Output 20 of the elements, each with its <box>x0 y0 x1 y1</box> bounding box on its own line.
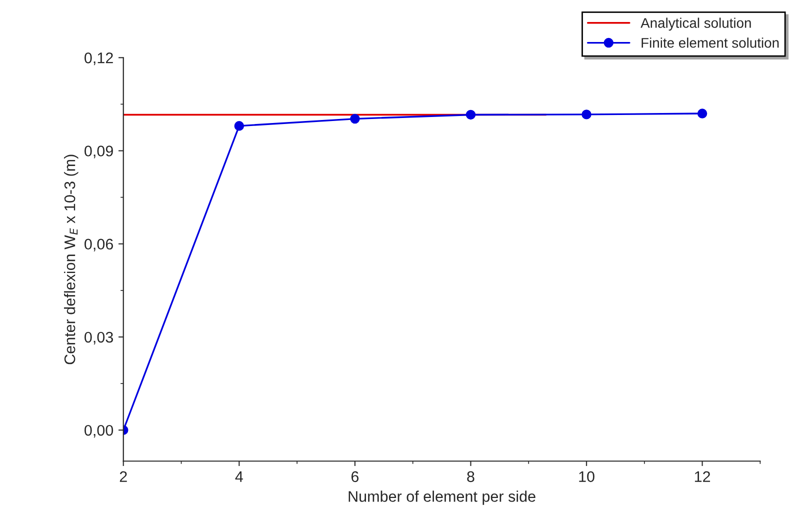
legend-label: Finite element solution <box>642 38 779 48</box>
x-tick-label: 8 <box>467 471 474 482</box>
y-tick-label: 0,12 <box>84 52 113 66</box>
x-tick-label: 10 <box>579 471 594 482</box>
x-axis-title: Number of element per side <box>348 490 536 505</box>
x-tick-label: 4 <box>235 471 243 482</box>
y-tick-label: 0,06 <box>84 238 113 252</box>
point <box>350 114 360 124</box>
x-tick-label: 2 <box>120 471 127 482</box>
y-tick-label: 0,00 <box>84 424 114 438</box>
y-tick-label: 0,09 <box>84 146 113 158</box>
point <box>466 110 476 120</box>
point <box>582 110 592 120</box>
y-tick-label: 0,03 <box>84 332 113 344</box>
y-axis-title: Center deflexion W$_{E}$ x 10-3 (m) <box>64 154 78 364</box>
point <box>697 108 708 118</box>
point <box>234 121 244 131</box>
x-tick-label: 12 <box>694 471 710 482</box>
legend-label: Analytical solution <box>640 18 751 31</box>
x-tick-label: 6 <box>351 471 359 482</box>
